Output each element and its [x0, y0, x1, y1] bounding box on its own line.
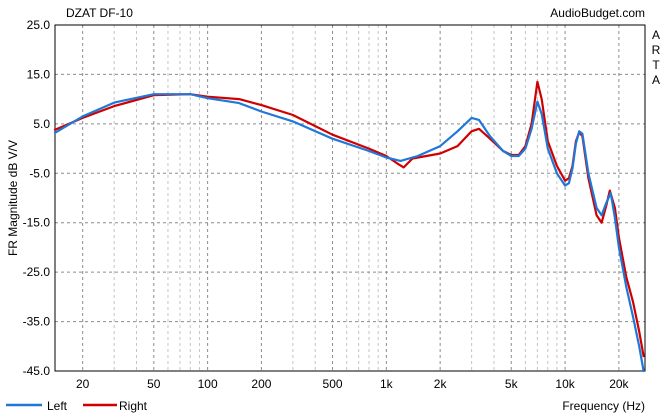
legend-left-label: Left	[47, 399, 68, 413]
y-tick-label: 5.0	[33, 117, 50, 131]
chart-title: DZAT DF-10	[66, 6, 133, 20]
legend-right-label: Right	[119, 399, 148, 413]
y-tick-label: -5.0	[29, 166, 50, 180]
arta-label: A R T A	[652, 28, 661, 87]
x-tick-labels: 20 50 100 200 500 1k 2k 5k 10k 20k	[76, 377, 630, 391]
series-line-right	[53, 80, 645, 358]
legend: Left Right	[6, 399, 148, 413]
plot-frame	[54, 24, 646, 372]
x-tick-label: 2k	[434, 377, 448, 391]
watermark: AudioBudget.com	[550, 6, 645, 20]
x-tick-label: 5k	[505, 377, 519, 391]
x-tick-label: 20	[76, 377, 90, 391]
y-tick-label: -45.0	[23, 364, 51, 378]
x-tick-label: 200	[251, 377, 271, 391]
arta-letter-3: T	[652, 58, 660, 72]
arta-letter-1: A	[652, 28, 660, 42]
y-tick-labels: 25.0 15.0 5.0 -5.0 -15.0 -25.0 -35.0 -45.0	[23, 18, 51, 378]
y-tick-label: -35.0	[23, 315, 51, 329]
y-axis-label: FR Magnitude dB V/V	[6, 140, 20, 256]
y-tick-label: -15.0	[23, 216, 51, 230]
x-tick-label: 50	[147, 377, 161, 391]
series-line-left	[53, 93, 645, 373]
series-layer	[53, 80, 645, 373]
x-axis-label: Frequency (Hz)	[562, 399, 645, 413]
x-tick-label: 1k	[380, 377, 394, 391]
arta-letter-4: A	[652, 73, 660, 87]
x-tick-label: 20k	[609, 377, 629, 391]
arta-letter-2: R	[652, 43, 661, 57]
x-tick-label: 500	[323, 377, 343, 391]
y-tick-label: 25.0	[27, 18, 51, 32]
x-tick-label: 100	[198, 377, 218, 391]
x-tick-label: 10k	[555, 377, 575, 391]
y-tick-label: -25.0	[23, 265, 51, 279]
y-tick-label: 15.0	[27, 67, 51, 81]
minor-grid	[113, 25, 558, 371]
